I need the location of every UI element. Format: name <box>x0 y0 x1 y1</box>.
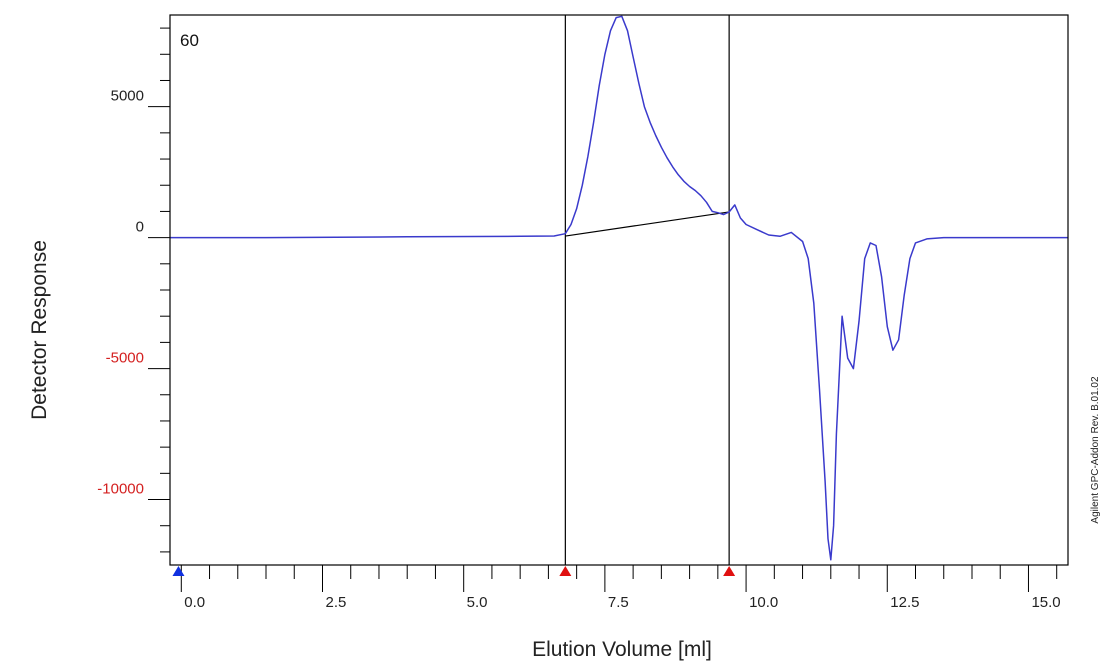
x-tick-label: 10.0 <box>749 594 778 611</box>
software-version-note: Agilent GPC-Addon Rev. B.01.02 <box>1090 376 1101 524</box>
plot-frame <box>169 14 1069 566</box>
baseline-line <box>565 211 730 237</box>
y-tick-label: 0 <box>136 219 144 236</box>
y-tick-label: -5000 <box>106 350 144 367</box>
tick-layer <box>148 27 1058 592</box>
series-line <box>170 15 1068 561</box>
y-tick-labels: 5000 0 -5000 -10000 <box>97 88 144 498</box>
y-axis-title: Detector Response <box>28 240 51 420</box>
red-triangle-marker <box>723 566 736 576</box>
blue-triangle-marker <box>172 566 185 576</box>
y-tick-label: -10000 <box>97 481 144 498</box>
x-tick-label: 7.5 <box>608 594 629 611</box>
red-triangle-marker <box>559 566 572 576</box>
x-tick-label: 2.5 <box>325 594 346 611</box>
integration-markers <box>172 566 736 576</box>
x-tick-label: 12.5 <box>890 594 919 611</box>
x-tick-labels: 0.0 2.5 5.0 7.5 10.0 12.5 15.0 <box>184 594 1060 611</box>
x-tick-label: 5.0 <box>467 594 488 611</box>
x-tick-label: 15.0 <box>1031 594 1060 611</box>
x-axis-title: Elution Volume [ml] <box>532 638 712 661</box>
x-tick-label: 0.0 <box>184 594 205 611</box>
corner-label: 60 <box>180 31 199 50</box>
integration-limits <box>564 15 730 565</box>
y-tick-label: 5000 <box>111 88 144 105</box>
